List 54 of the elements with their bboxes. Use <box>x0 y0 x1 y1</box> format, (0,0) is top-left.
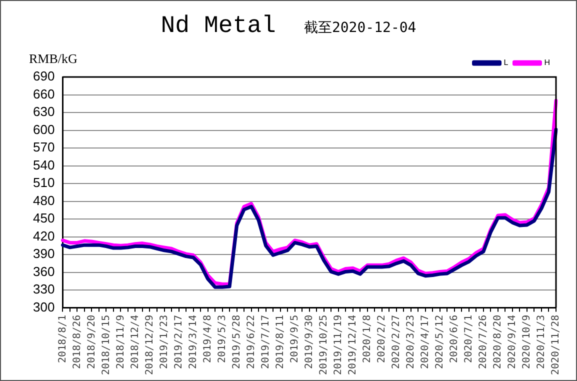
x-tick-label: 2018/9/20 <box>86 314 98 369</box>
x-tick-label: 2019/6/22 <box>246 314 257 369</box>
x-tick-label: 2020/8/20 <box>492 314 504 369</box>
y-tick-label: 420 <box>32 228 55 244</box>
x-tick-label: 2020/5/12 <box>434 314 446 369</box>
y-tick-label: 450 <box>32 210 55 226</box>
x-tick-label: 2020/9/14 <box>507 314 518 369</box>
y-tick-label: 690 <box>32 68 55 84</box>
y-tick-label: 480 <box>32 192 55 208</box>
y-tick-label: 360 <box>32 264 55 279</box>
y-axis-title: RMB/kG <box>29 51 78 67</box>
x-tick-label: 2018/8/1 <box>57 314 68 363</box>
y-tick-label: 630 <box>32 104 55 120</box>
y-tick-label: 600 <box>32 122 55 137</box>
x-tick-label: 2019/7/17 <box>260 314 272 369</box>
x-tick-label: 2020/11/28 <box>550 314 562 376</box>
x-tick-label: 2020/10/9 <box>522 314 533 369</box>
x-tick-label: 2019/3/14 <box>188 314 199 369</box>
y-tick-label: 540 <box>32 157 55 172</box>
x-tick-label: 2018/8/26 <box>72 314 83 369</box>
y-tick-label: 570 <box>32 140 55 155</box>
y-tick-label: 330 <box>32 282 55 297</box>
x-tick-label: 2019/4/8 <box>202 314 214 363</box>
x-tick-label: 2019/9/30 <box>304 314 315 369</box>
y-tick-label: 660 <box>32 86 55 102</box>
x-tick-label: 2020/1/8 <box>362 314 373 363</box>
legend-label: H <box>544 58 550 68</box>
x-tick-label: 2019/10/25 <box>318 314 330 376</box>
legend-label: L <box>504 58 509 68</box>
x-tick-label: 2018/10/15 <box>100 314 112 376</box>
x-tick-label: 2020/2/27 <box>390 314 402 369</box>
x-tick-label: 2019/12/14 <box>347 314 358 376</box>
x-tick-label: 2018/12/4 <box>130 314 141 369</box>
x-tick-label: 2020/2/2 <box>376 314 388 363</box>
x-tick-label: 2019/5/3 <box>216 314 228 363</box>
x-tick-label: 2019/1/23 <box>158 314 170 369</box>
x-tick-label: 2019/2/17 <box>173 314 184 369</box>
chart-subtitle: 截至2020-12-04 <box>304 20 416 36</box>
x-tick-label: 2020/7/1 <box>464 314 475 363</box>
x-tick-label: 2020/3/23 <box>406 314 417 369</box>
x-tick-label: 2019/5/28 <box>231 314 242 369</box>
chart-title: Nd Metal <box>160 13 276 40</box>
x-tick-label: 2018/12/29 <box>144 314 156 376</box>
x-tick-label: 2019/9/5 <box>289 314 300 363</box>
y-tick-label: 390 <box>32 246 55 262</box>
x-tick-label: 2019/11/19 <box>332 314 344 376</box>
x-tick-label: 2019/8/11 <box>274 314 286 369</box>
x-tick-label: 2020/4/17 <box>420 314 432 369</box>
x-tick-label: 2020/11/3 <box>536 314 548 369</box>
y-tick-label: 300 <box>32 299 55 314</box>
x-tick-label: 2020/6/6 <box>449 314 460 363</box>
x-tick-label: 2018/11/9 <box>115 314 126 369</box>
y-tick-label: 510 <box>32 175 55 190</box>
x-tick-label: 2020/7/26 <box>478 314 490 369</box>
